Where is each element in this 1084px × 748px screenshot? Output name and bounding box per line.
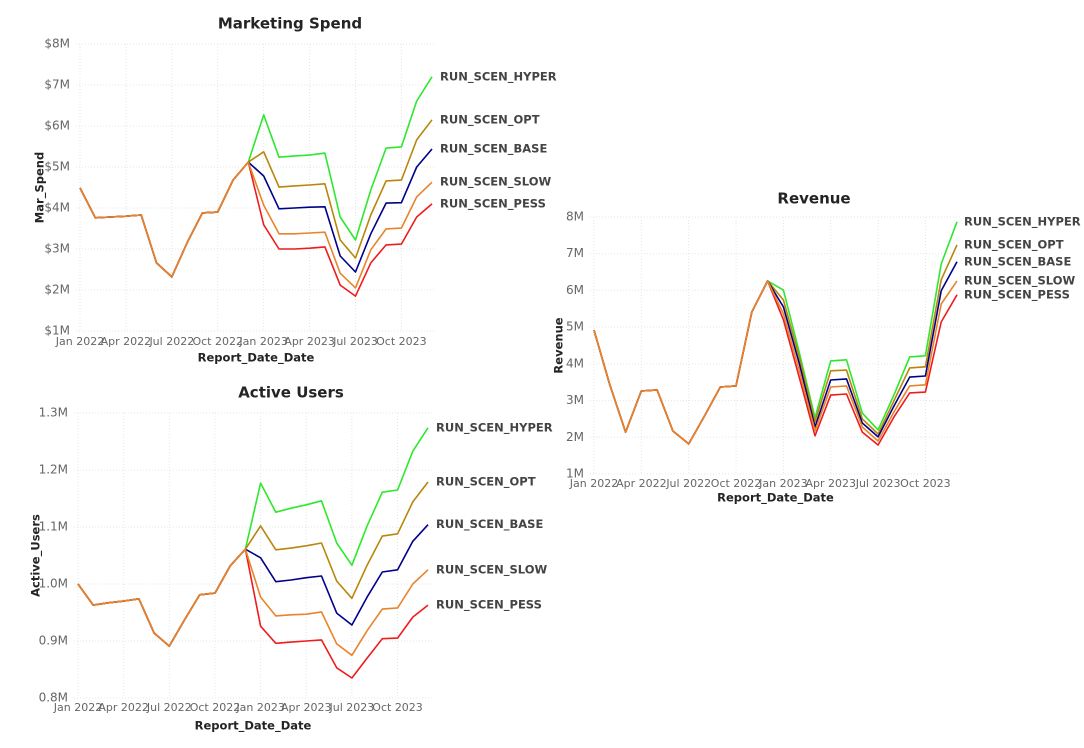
series-line: [593, 221, 958, 445]
x-tick-label: Jan 2023: [758, 477, 807, 490]
series-line: [79, 161, 433, 289]
series-line: [593, 244, 958, 445]
y-tick-label: 0.9M: [39, 634, 68, 648]
y-tick-label: 2M: [566, 430, 584, 444]
y-tick-label: 6M: [566, 283, 584, 297]
series-label: RUN_SCEN_SLOW: [964, 273, 1075, 288]
chart-title: Revenue: [777, 190, 850, 208]
series-label: RUN_SCEN_BASE: [440, 141, 547, 156]
series-line: [77, 548, 429, 679]
chart: Active Users Active_Users Report_Date_Date…: [29, 384, 553, 734]
series-label: RUN_SCEN_SLOW: [440, 175, 551, 190]
x-tick-label: Jul 2022: [665, 477, 711, 490]
x-tick-label: Jul 2022: [148, 335, 194, 348]
series-label: RUN_SCEN_OPT: [440, 112, 540, 127]
series-label: RUN_SCEN_PESS: [440, 196, 546, 211]
x-tick-label: Apr 2022: [98, 701, 149, 714]
series-label: RUN_SCEN_PESS: [436, 598, 542, 613]
x-tick-label: Jan 2022: [53, 701, 102, 714]
y-axis-title: Active_Users: [29, 514, 44, 597]
y-tick-label: $5M: [44, 160, 70, 174]
y-tick-label: $6M: [44, 119, 70, 133]
x-tick-label: Jul 2022: [146, 701, 192, 714]
series-label: RUN_SCEN_OPT: [964, 237, 1064, 252]
y-tick-label: $4M: [44, 201, 70, 215]
x-tick-label: Apr 2023: [281, 701, 332, 714]
y-tick-label: 4M: [566, 356, 584, 370]
y-axis-title: Mar_Spend: [33, 152, 48, 223]
y-tick-label: 1.0M: [39, 577, 68, 591]
series-line: [593, 261, 958, 445]
x-tick-label: Jan 2023: [238, 335, 287, 348]
x-tick-label: Apr 2022: [101, 335, 152, 348]
y-tick-label: $3M: [44, 242, 70, 256]
y-tick-label: $2M: [44, 283, 70, 297]
y-tick-label: 1.3M: [39, 406, 68, 420]
series-label: RUN_SCEN_SLOW: [436, 562, 547, 577]
x-tick-label: Jan 2023: [235, 701, 284, 714]
x-tick-label: Oct 2023: [372, 701, 423, 714]
series-line: [593, 280, 958, 445]
y-tick-label: 1.2M: [39, 463, 68, 477]
y-tick-label: 5M: [566, 320, 584, 334]
series-label: RUN_SCEN_OPT: [436, 474, 536, 489]
y-tick-label: 8M: [566, 210, 584, 224]
x-axis-title: Report_Date_Date: [198, 351, 315, 366]
y-tick-label: 1M: [566, 467, 584, 481]
x-tick-label: Jul 2023: [855, 477, 901, 490]
chart: Revenue Revenue Report_Date_Date 1M 2M 3M 4M 5M…: [552, 190, 1081, 506]
series-label: RUN_SCEN_HYPER: [436, 420, 553, 435]
series-label: RUN_SCEN_HYPER: [440, 69, 557, 84]
x-axis-title: Report_Date_Date: [717, 491, 834, 506]
y-tick-label: 1.1M: [39, 520, 68, 534]
x-tick-label: Jan 2022: [55, 335, 104, 348]
x-tick-label: Apr 2022: [616, 477, 667, 490]
y-tick-label: $7M: [44, 78, 70, 92]
x-tick-label: Jan 2022: [569, 477, 618, 490]
x-tick-label: Oct 2023: [900, 477, 951, 490]
y-tick-label: 0.8M: [39, 691, 68, 705]
chart: Marketing Spend Mar_Spend Report_Date_Date…: [33, 15, 557, 366]
series-label: RUN_SCEN_BASE: [436, 517, 543, 532]
y-tick-label: $8M: [44, 37, 70, 51]
x-axis-title: Report_Date_Date: [195, 719, 312, 734]
x-tick-label: Jul 2023: [332, 335, 378, 348]
series-line: [593, 280, 958, 446]
x-tick-label: Jul 2023: [329, 701, 375, 714]
series-line: [77, 548, 429, 657]
series-label: RUN_SCEN_HYPER: [964, 214, 1081, 229]
x-tick-label: Oct 2022: [192, 335, 243, 348]
series-label: RUN_SCEN_BASE: [964, 254, 1071, 269]
chart-title: Marketing Spend: [218, 15, 362, 33]
series-label: RUN_SCEN_PESS: [964, 287, 1070, 302]
x-tick-label: Apr 2023: [284, 335, 335, 348]
y-axis-title: Revenue: [552, 317, 566, 373]
series-line: [79, 76, 433, 278]
y-tick-label: 3M: [566, 393, 584, 407]
x-tick-label: Oct 2022: [711, 477, 762, 490]
chart-title: Active Users: [238, 384, 344, 402]
x-tick-label: Apr 2023: [805, 477, 856, 490]
y-tick-label: 7M: [566, 246, 584, 260]
x-tick-label: Oct 2023: [376, 335, 427, 348]
y-tick-label: $1M: [44, 324, 70, 338]
x-tick-label: Oct 2022: [190, 701, 241, 714]
